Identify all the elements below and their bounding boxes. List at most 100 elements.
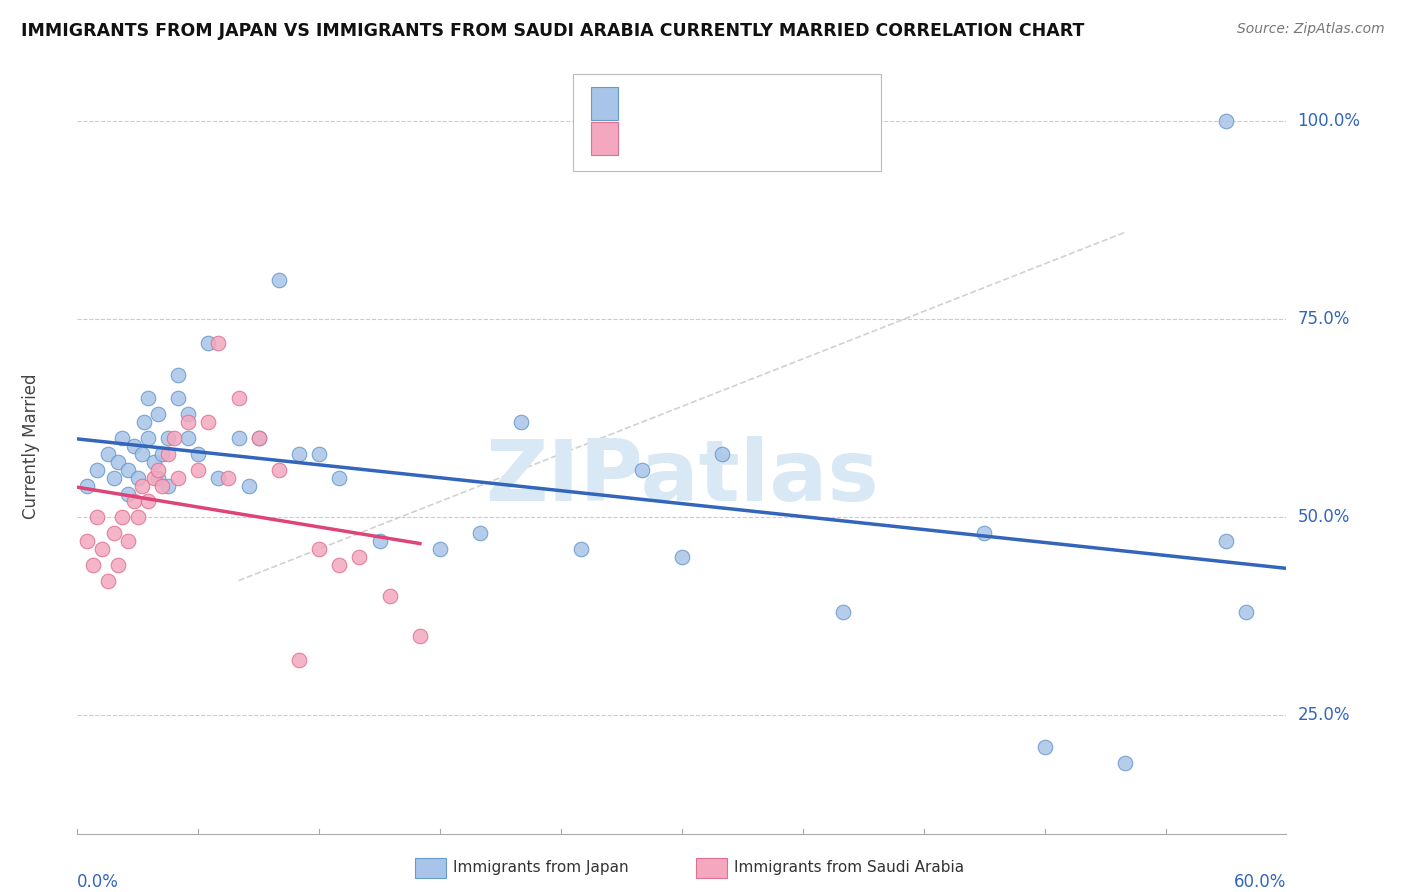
Point (207, 471, 229, 485)
FancyBboxPatch shape (574, 73, 882, 170)
Point (470, 526, 492, 541)
Point (103, 471, 125, 485)
Point (86, 510, 108, 524)
Point (163, 431, 186, 445)
Point (247, 431, 270, 445)
Point (146, 471, 169, 485)
Point (218, 471, 240, 485)
Point (122, 494, 145, 508)
Point (167, 471, 190, 485)
Point (207, 336, 229, 351)
Point (103, 526, 125, 541)
Point (146, 463, 169, 477)
Point (267, 273, 290, 287)
Text: 0.0%: 0.0% (77, 873, 120, 891)
Point (368, 534, 391, 549)
Point (157, 431, 180, 445)
Text: N = 49: N = 49 (745, 95, 808, 112)
Text: 50.0%: 50.0% (1298, 508, 1350, 526)
Point (197, 336, 219, 351)
Point (429, 541, 451, 556)
Point (328, 558, 350, 572)
Point (157, 478, 180, 492)
Point (131, 447, 153, 461)
Point (117, 534, 139, 549)
Point (832, 605, 855, 619)
Point (157, 447, 180, 461)
Point (90, 541, 112, 556)
Point (509, 415, 531, 429)
Point (378, 590, 401, 604)
Text: R = 0.497: R = 0.497 (633, 129, 723, 147)
Point (197, 415, 219, 429)
Point (308, 447, 330, 461)
Point (238, 478, 260, 492)
Point (96, 447, 118, 461)
Point (711, 447, 734, 461)
Point (107, 455, 129, 469)
Point (671, 549, 693, 564)
Point (187, 463, 209, 477)
Text: 100.0%: 100.0% (1298, 112, 1361, 130)
Text: R = 0.047: R = 0.047 (633, 95, 723, 112)
Text: Source: ZipAtlas.com: Source: ZipAtlas.com (1237, 22, 1385, 37)
Point (630, 463, 652, 477)
Point (228, 431, 250, 445)
Text: 75.0%: 75.0% (1298, 310, 1350, 328)
Point (76, 478, 98, 492)
Point (1234, 605, 1257, 619)
Point (117, 486, 139, 500)
Point (127, 510, 149, 524)
Point (136, 392, 159, 406)
Text: IMMIGRANTS FROM JAPAN VS IMMIGRANTS FROM SAUDI ARABIA CURRENTLY MARRIED CORRELAT: IMMIGRANTS FROM JAPAN VS IMMIGRANTS FROM… (21, 22, 1084, 40)
Point (177, 431, 200, 445)
Text: 25.0%: 25.0% (1298, 706, 1350, 724)
Point (267, 463, 290, 477)
Point (1215, 114, 1237, 128)
Point (569, 541, 592, 556)
Text: N = 33: N = 33 (745, 129, 808, 147)
Point (150, 478, 173, 492)
Point (288, 653, 311, 667)
Point (136, 494, 159, 508)
Point (187, 447, 209, 461)
Point (142, 471, 165, 485)
Text: Immigrants from Saudi Arabia: Immigrants from Saudi Arabia (734, 860, 965, 874)
Point (131, 478, 153, 492)
Point (111, 431, 134, 445)
Point (146, 407, 169, 421)
Point (288, 447, 311, 461)
Point (86, 463, 108, 477)
Point (973, 526, 995, 541)
Point (409, 629, 432, 643)
Point (107, 558, 129, 572)
Point (1114, 756, 1136, 770)
Point (177, 415, 200, 429)
Point (111, 510, 134, 524)
Point (308, 541, 330, 556)
Text: Currently Married: Currently Married (22, 373, 41, 519)
Point (328, 471, 350, 485)
Point (349, 549, 371, 564)
Point (167, 368, 190, 382)
Point (228, 392, 250, 406)
Point (1215, 534, 1237, 549)
Point (177, 407, 200, 421)
Point (132, 415, 155, 429)
Text: 60.0%: 60.0% (1234, 873, 1286, 891)
Point (122, 439, 145, 453)
Point (96, 574, 118, 588)
Point (247, 431, 270, 445)
Text: Immigrants from Japan: Immigrants from Japan (453, 860, 628, 874)
Point (150, 447, 173, 461)
FancyBboxPatch shape (592, 87, 617, 120)
Text: ZIPatlas: ZIPatlas (485, 435, 879, 518)
Point (142, 455, 165, 469)
Point (127, 471, 149, 485)
Point (136, 431, 159, 445)
Point (82, 558, 104, 572)
Point (1033, 739, 1056, 754)
Point (167, 392, 190, 406)
FancyBboxPatch shape (592, 122, 617, 155)
Point (117, 463, 139, 477)
